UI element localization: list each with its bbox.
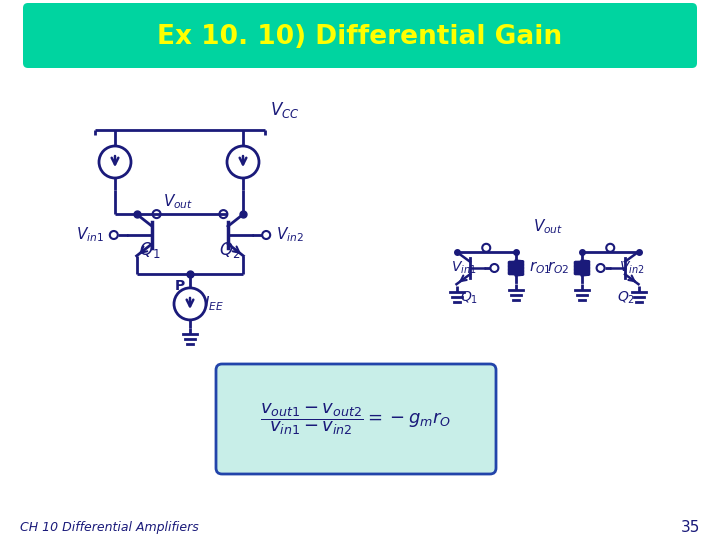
FancyBboxPatch shape bbox=[23, 3, 697, 68]
Text: $Q_1$: $Q_1$ bbox=[459, 289, 477, 306]
Text: $Q_2$: $Q_2$ bbox=[220, 240, 240, 260]
Text: $V_{out}$: $V_{out}$ bbox=[163, 192, 193, 211]
Text: Ex 10. 10) Differential Gain: Ex 10. 10) Differential Gain bbox=[158, 24, 562, 50]
Text: $r_{O1}$: $r_{O1}$ bbox=[529, 260, 552, 276]
Text: $V_{in2}$: $V_{in2}$ bbox=[618, 260, 644, 276]
Text: $V_{CC}$: $V_{CC}$ bbox=[270, 100, 300, 120]
Text: CH 10 Differential Amplifiers: CH 10 Differential Amplifiers bbox=[20, 522, 199, 535]
Text: $V_{out}$: $V_{out}$ bbox=[533, 217, 563, 236]
Text: $Q_1$: $Q_1$ bbox=[139, 240, 161, 260]
Text: $V_{in1}$: $V_{in1}$ bbox=[76, 226, 104, 244]
Text: $\dfrac{v_{out1} - v_{out2}}{v_{in1} - v_{in2}} = -g_m r_O$: $\dfrac{v_{out1} - v_{out2}}{v_{in1} - v… bbox=[261, 401, 451, 437]
FancyBboxPatch shape bbox=[216, 364, 496, 474]
Text: $Q_2$: $Q_2$ bbox=[617, 289, 636, 306]
Text: $r_{O2}$: $r_{O2}$ bbox=[546, 260, 569, 276]
Text: $I_{EE}$: $I_{EE}$ bbox=[204, 294, 224, 313]
Text: 35: 35 bbox=[680, 521, 700, 536]
Text: $V_{in2}$: $V_{in2}$ bbox=[276, 226, 304, 244]
Text: P: P bbox=[175, 279, 185, 293]
Text: $V_{in1}$: $V_{in1}$ bbox=[451, 260, 477, 276]
